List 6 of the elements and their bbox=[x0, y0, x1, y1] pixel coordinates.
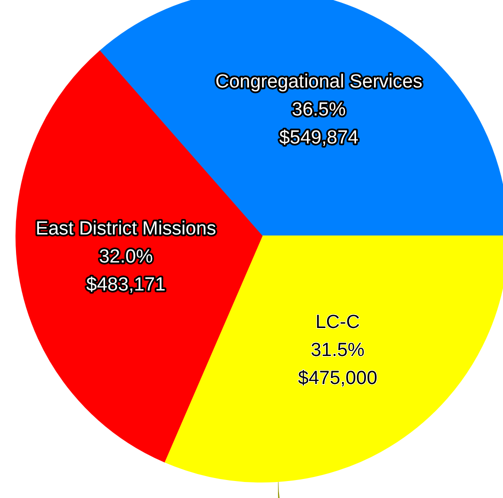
data-label: 32.0% $483,171 bbox=[86, 246, 166, 296]
data-label: 31.5% $475,000 bbox=[298, 340, 378, 390]
slice-label: LC-C bbox=[315, 312, 360, 334]
data-label: 36.5% $549,874 bbox=[279, 100, 359, 149]
slice-label: East District Missions bbox=[36, 218, 216, 240]
slice-label: Congregational Services bbox=[215, 72, 422, 93]
